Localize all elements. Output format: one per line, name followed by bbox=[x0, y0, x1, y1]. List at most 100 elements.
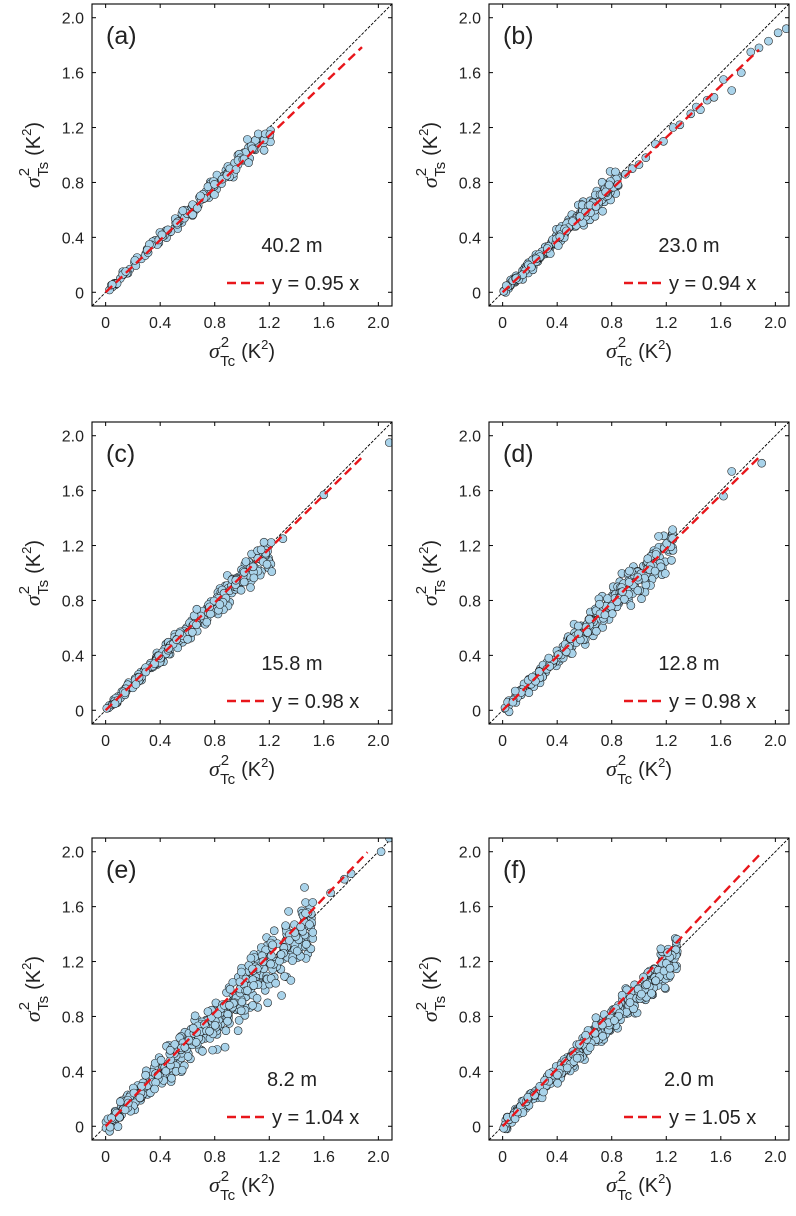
data-point bbox=[553, 1078, 562, 1088]
data-point bbox=[246, 583, 255, 592]
x-label-unit: (K bbox=[241, 759, 262, 781]
data-point bbox=[617, 990, 627, 1000]
data-point bbox=[661, 569, 670, 578]
data-point bbox=[243, 986, 252, 995]
y-label-unit-close: ) bbox=[420, 540, 442, 547]
axes-frame bbox=[91, 421, 393, 725]
y-tick-label: 1.6 bbox=[62, 900, 84, 917]
height-label: 8.2 m bbox=[267, 1069, 317, 1091]
x-tick-label: 0 bbox=[498, 1149, 507, 1166]
panel-label: (a) bbox=[106, 22, 137, 50]
x-label-sup: 2 bbox=[221, 752, 229, 769]
legend-fit-label: y = 0.94 x bbox=[669, 273, 756, 295]
y-label-unit: (K bbox=[420, 553, 442, 574]
x-label-unit: (K bbox=[638, 759, 659, 781]
y-tick-label: 0.8 bbox=[62, 593, 84, 610]
panel-b: 00 0.4 0.4 0.8 0.8 1.2 1.2 1.6 1.6 2.0 2.0 (b) 23.0 … bbox=[413, 3, 790, 370]
data-point bbox=[296, 922, 305, 932]
data-point bbox=[107, 1113, 116, 1123]
data-point bbox=[263, 998, 272, 1008]
data-point bbox=[246, 953, 256, 963]
panel-e: 00 0.4 0.4 0.8 0.8 1.2 1.2 1.6 1.6 2.0 2.0 (e) 8.2 m… bbox=[16, 837, 393, 1204]
y-tick-label: 1.6 bbox=[62, 66, 84, 83]
y-label-unit-close: ) bbox=[420, 122, 442, 129]
y-label-sub: Ts bbox=[35, 162, 52, 177]
legend-fit-label: y = 0.95 x bbox=[272, 273, 359, 295]
data-point bbox=[620, 595, 629, 604]
y-label-sigma: σ bbox=[20, 1010, 45, 1022]
data-point bbox=[249, 573, 259, 583]
data-point bbox=[183, 635, 192, 644]
data-point bbox=[642, 980, 652, 989]
data-point bbox=[210, 190, 219, 199]
data-point bbox=[585, 1043, 595, 1052]
data-point bbox=[276, 950, 286, 959]
data-point bbox=[592, 626, 601, 636]
data-point bbox=[188, 210, 197, 220]
y-label-unit: (K bbox=[23, 969, 45, 990]
data-point bbox=[305, 920, 314, 929]
data-point bbox=[624, 578, 634, 587]
y-label-sup: 2 bbox=[16, 1002, 33, 1010]
y-label-unit-sup: 2 bbox=[19, 547, 34, 554]
x-label-sigma: σ bbox=[606, 1172, 618, 1197]
x-tick-label: 0 bbox=[101, 315, 110, 332]
data-point bbox=[562, 1063, 572, 1073]
x-tick-label: 0.8 bbox=[204, 1149, 226, 1166]
fit-line bbox=[104, 46, 363, 294]
legend: y = 0.98 x bbox=[227, 691, 359, 713]
data-point bbox=[595, 599, 604, 609]
x-label-sub: Tc bbox=[617, 771, 633, 788]
y-tick-label: 0.4 bbox=[459, 1064, 481, 1081]
data-point bbox=[376, 847, 386, 856]
plot-area bbox=[92, 838, 392, 1140]
y-label-sup: 2 bbox=[16, 168, 33, 176]
y-label-unit-sup: 2 bbox=[416, 963, 431, 970]
data-point bbox=[231, 165, 241, 174]
y-tick-label: 0.4 bbox=[459, 230, 481, 247]
height-label: 2.0 m bbox=[664, 1069, 714, 1091]
data-point bbox=[220, 1042, 230, 1052]
x-label-unit-close: ) bbox=[268, 1175, 275, 1197]
height-label: 15.8 m bbox=[261, 653, 322, 675]
legend-fit-label: y = 1.04 x bbox=[272, 1107, 359, 1129]
data-point bbox=[650, 566, 660, 576]
x-tick-label: 2.0 bbox=[764, 733, 786, 750]
x-label-unit-sup: 2 bbox=[658, 337, 665, 352]
y-tick-label: 1.2 bbox=[459, 955, 481, 972]
data-point bbox=[583, 628, 592, 637]
plot-area bbox=[92, 422, 392, 724]
data-point bbox=[110, 699, 120, 708]
y-label-unit: (K bbox=[23, 135, 45, 156]
y-tick-label: 1.2 bbox=[62, 121, 84, 138]
data-point bbox=[208, 1045, 217, 1055]
panel-label: (d) bbox=[503, 440, 534, 468]
y-label-sub: Ts bbox=[35, 580, 52, 595]
x-tick-label: 0.4 bbox=[546, 315, 568, 332]
data-point bbox=[281, 921, 290, 930]
y-label-sub: Ts bbox=[35, 996, 52, 1011]
y-label-unit-sup: 2 bbox=[19, 129, 34, 136]
data-point bbox=[221, 1026, 231, 1035]
x-tick-label: 0.8 bbox=[601, 733, 623, 750]
data-point bbox=[757, 458, 766, 468]
data-point bbox=[633, 586, 643, 595]
data-point bbox=[154, 651, 164, 661]
data-point bbox=[539, 1087, 548, 1097]
x-label-sup: 2 bbox=[618, 334, 626, 351]
data-point bbox=[591, 1013, 601, 1022]
y-label-sigma: σ bbox=[20, 176, 45, 188]
data-point bbox=[600, 610, 610, 620]
x-label-sub: Tc bbox=[617, 353, 633, 370]
data-point bbox=[120, 688, 130, 698]
data-point bbox=[637, 594, 646, 603]
legend: y = 1.05 x bbox=[624, 1107, 756, 1129]
data-point bbox=[667, 556, 676, 565]
y-tick-label: 2.0 bbox=[62, 429, 84, 446]
x-label-sigma: σ bbox=[209, 1172, 221, 1197]
x-tick-label: 1.2 bbox=[258, 1149, 280, 1166]
data-point bbox=[621, 169, 630, 179]
y-axis-label: σ2 Ts(K2) bbox=[413, 122, 449, 188]
x-tick-label: 1.2 bbox=[258, 315, 280, 332]
legend-fit-label: y = 1.05 x bbox=[669, 1107, 756, 1129]
